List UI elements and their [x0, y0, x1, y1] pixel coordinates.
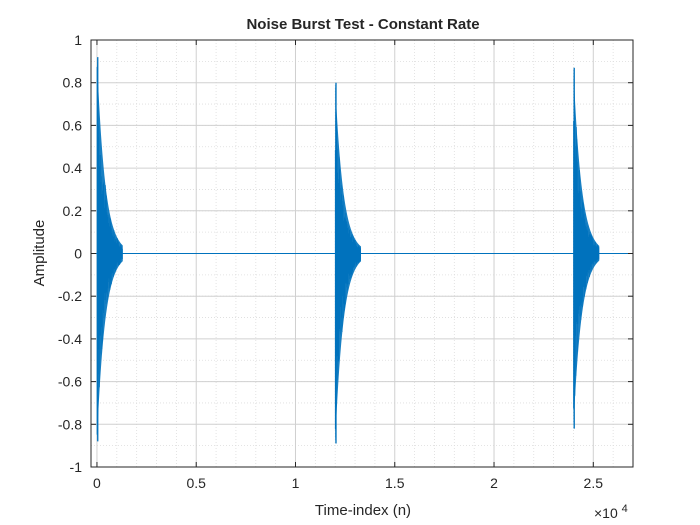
y-tick-label: -0.2	[58, 288, 82, 304]
x-axis-multiplier: ×10 4	[594, 503, 628, 521]
y-axis-label: Amplitude	[31, 220, 48, 287]
x-axis-multiplier-exponent: 4	[622, 503, 628, 515]
burst-noise	[96, 66, 123, 435]
x-tick-label: 2	[490, 475, 498, 491]
burst-noise	[334, 112, 361, 430]
chart-title: Noise Burst Test - Constant Rate	[246, 16, 479, 33]
noise-burst-2	[334, 82, 362, 444]
tick-marks	[91, 39, 633, 468]
y-tick-label: 0.6	[63, 117, 83, 133]
x-axis-label: Time-index (n)	[315, 502, 411, 519]
tick-labels: 0 0.5 1 1.5 2 2.5 -1 -0.8 -0.6 -0.4 -0.2 0 0.2 0.4 0.6…	[58, 32, 603, 491]
noise-burst-1	[96, 57, 123, 442]
series-layer	[91, 57, 633, 444]
y-tick-label: -0.6	[58, 374, 82, 390]
y-tick-label: 1	[74, 32, 82, 48]
y-tick-label: -0.4	[58, 331, 82, 347]
y-tick-label: 0.4	[63, 160, 83, 176]
x-tick-label: 0.5	[186, 475, 206, 491]
y-tick-label: 0	[74, 246, 82, 262]
y-tick-label: 0.2	[63, 203, 83, 219]
x-tick-label: 1	[292, 475, 300, 491]
y-tick-label: -0.8	[58, 416, 82, 432]
x-axis-multiplier-base: ×10	[594, 505, 618, 521]
y-tick-label: -1	[70, 459, 83, 475]
y-tick-label: 0.8	[63, 75, 83, 91]
burst-noise	[573, 120, 600, 409]
x-tick-label: 0	[93, 475, 101, 491]
x-tick-label: 1.5	[385, 475, 405, 491]
noise-burst-3	[573, 67, 600, 429]
x-tick-label: 2.5	[584, 475, 604, 491]
